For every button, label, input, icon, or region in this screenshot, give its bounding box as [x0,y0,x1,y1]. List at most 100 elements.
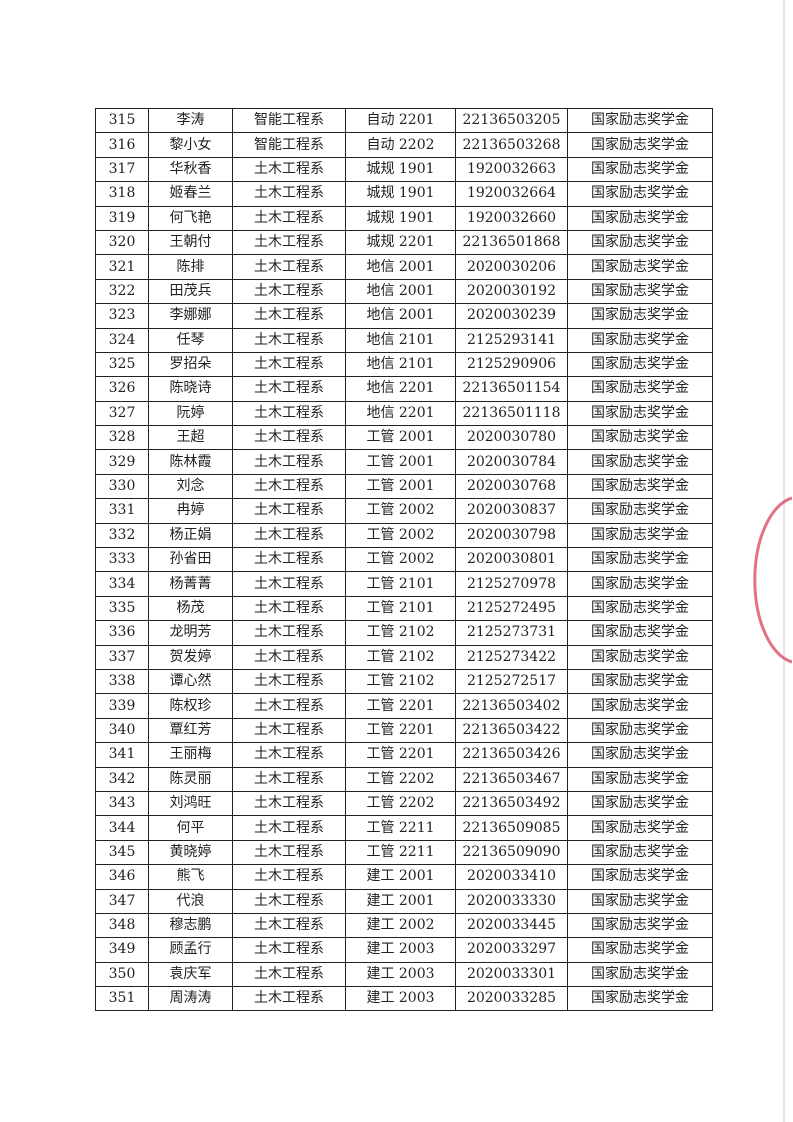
table-row: 322 田茂兵 土木工程系 地信 2001 2020030192 国家励志奖学金 [95,278,713,305]
cell-award: 国家励志奖学金 [567,132,713,158]
cell-name: 罗招朵 [148,351,233,378]
cell-class: 自动 2202 [345,132,456,158]
cell-department: 土木工程系 [232,742,346,768]
cell-name: 刘鸿旺 [148,790,233,817]
cell-student-id: 1920032660 [455,205,568,231]
cell-student-id: 1920032663 [455,156,568,183]
cell-award: 国家励志奖学金 [567,229,713,256]
cell-student-id: 2020030801 [455,547,568,573]
cell-number: 340 [95,717,149,744]
cell-student-id: 22136503426 [455,742,568,768]
cell-name: 贺发婷 [148,644,233,670]
table-row: 320 王朝付 土木工程系 城规 2201 22136501868 国家励志奖学金 [95,229,713,256]
cell-award: 国家励志奖学金 [567,400,713,427]
cell-department: 智能工程系 [232,107,346,134]
cell-class: 地信 2101 [345,327,456,353]
cell-name: 陈灵丽 [148,766,233,792]
cell-student-id: 22136501154 [455,376,568,402]
table-row: 330 刘念 土木工程系 工管 2001 2020030768 国家励志奖学金 [95,473,713,500]
cell-student-id: 2125293141 [455,327,568,353]
cell-student-id: 22136501118 [455,400,568,427]
cell-name: 陈晓诗 [148,376,233,402]
cell-class: 城规 1901 [345,156,456,183]
cell-class: 地信 2101 [345,351,456,378]
cell-department: 土木工程系 [232,839,346,866]
cell-award: 国家励志奖学金 [567,351,713,378]
table-row: 327 阮婷 土木工程系 地信 2201 22136501118 国家励志奖学金 [95,400,713,427]
cell-number: 321 [95,254,149,280]
cell-number: 351 [95,986,149,1012]
cell-class: 建工 2003 [345,937,456,963]
cell-award: 国家励志奖学金 [567,839,713,866]
cell-award: 国家励志奖学金 [567,620,713,646]
cell-student-id: 2125290906 [455,351,568,378]
cell-department: 土木工程系 [232,522,346,549]
table-row: 332 杨正娟 土木工程系 工管 2002 2020030798 国家励志奖学金 [95,522,713,549]
cell-name: 李娜娜 [148,303,233,329]
cell-class: 城规 1901 [345,205,456,231]
cell-name: 何飞艳 [148,205,233,231]
table-row: 331 冉婷 土木工程系 工管 2002 2020030837 国家励志奖学金 [95,498,713,524]
cell-number: 319 [95,205,149,231]
cell-student-id: 2125272517 [455,668,568,695]
cell-number: 328 [95,425,149,451]
cell-department: 土木工程系 [232,864,346,890]
cell-class: 工管 2101 [345,571,456,597]
cell-award: 国家励志奖学金 [567,912,713,939]
cell-department: 土木工程系 [232,595,346,622]
cell-name: 阮婷 [148,400,233,427]
cell-number: 316 [95,132,149,158]
cell-class: 工管 2211 [345,815,456,841]
scholarship-table: 315 李涛 智能工程系 自动 2201 22136503205 国家励志奖学金 316 黎小… [95,107,713,1012]
cell-award: 国家励志奖学金 [567,522,713,549]
cell-award: 国家励志奖学金 [567,717,713,744]
cell-student-id: 22136501868 [455,229,568,256]
table-row: 340 覃红芳 土木工程系 工管 2201 22136503422 国家励志奖学金 [95,717,713,744]
cell-award: 国家励志奖学金 [567,254,713,280]
cell-department: 土木工程系 [232,815,346,841]
cell-number: 350 [95,961,149,988]
cell-number: 327 [95,400,149,427]
cell-class: 工管 2002 [345,547,456,573]
cell-department: 土木工程系 [232,156,346,183]
cell-class: 工管 2001 [345,449,456,475]
cell-award: 国家励志奖学金 [567,937,713,963]
cell-number: 324 [95,327,149,353]
cell-number: 336 [95,620,149,646]
cell-department: 土木工程系 [232,668,346,695]
cell-class: 建工 2001 [345,864,456,890]
table-row: 329 陈林霞 土木工程系 工管 2001 2020030784 国家励志奖学金 [95,449,713,475]
cell-class: 地信 2001 [345,278,456,305]
cell-student-id: 2020030798 [455,522,568,549]
cell-award: 国家励志奖学金 [567,205,713,231]
cell-name: 代浪 [148,888,233,914]
cell-class: 工管 2001 [345,473,456,500]
cell-name: 杨菁菁 [148,571,233,597]
cell-department: 土木工程系 [232,449,346,475]
cell-class: 城规 1901 [345,181,456,207]
cell-class: 建工 2002 [345,912,456,939]
cell-student-id: 2020030780 [455,425,568,451]
cell-department: 土木工程系 [232,278,346,305]
cell-number: 348 [95,912,149,939]
cell-number: 342 [95,766,149,792]
cell-name: 周涛涛 [148,986,233,1012]
cell-department: 土木工程系 [232,644,346,670]
cell-student-id: 2020033445 [455,912,568,939]
cell-name: 袁庆军 [148,961,233,988]
table-row: 351 周涛涛 土木工程系 建工 2003 2020033285 国家励志奖学金 [95,986,713,1012]
table-row: 347 代浪 土木工程系 建工 2001 2020033330 国家励志奖学金 [95,888,713,914]
cell-award: 国家励志奖学金 [567,425,713,451]
table-row: 319 何飞艳 土木工程系 城规 1901 1920032660 国家励志奖学金 [95,205,713,231]
cell-number: 325 [95,351,149,378]
table-row: 334 杨菁菁 土木工程系 工管 2101 2125270978 国家励志奖学金 [95,571,713,597]
cell-class: 地信 2001 [345,254,456,280]
cell-student-id: 2125272495 [455,595,568,622]
cell-student-id: 2125273422 [455,644,568,670]
table-row: 341 王丽梅 土木工程系 工管 2201 22136503426 国家励志奖学金 [95,742,713,768]
cell-number: 334 [95,571,149,597]
cell-department: 土木工程系 [232,620,346,646]
cell-award: 国家励志奖学金 [567,961,713,988]
cell-department: 土木工程系 [232,351,346,378]
cell-name: 任琴 [148,327,233,353]
